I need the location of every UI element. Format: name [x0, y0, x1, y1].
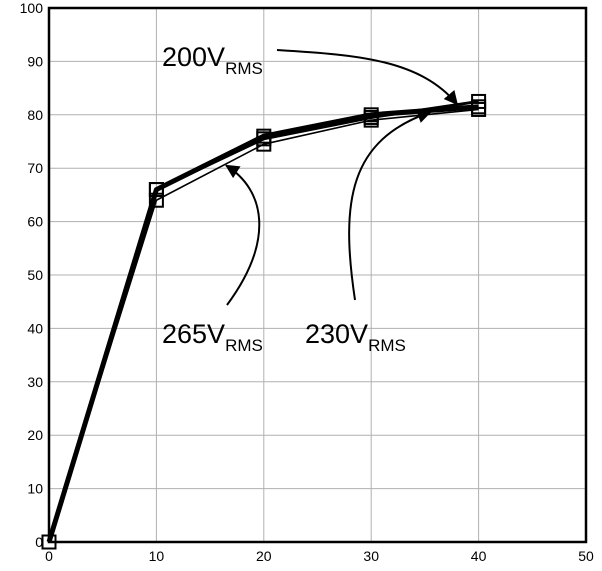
grid: [49, 8, 586, 542]
series-line-3: [48, 108, 479, 543]
x-tick-label: 30: [363, 548, 379, 564]
y-tick-label: 10: [27, 481, 43, 497]
x-tick-label: 20: [256, 548, 272, 564]
y-tick-label: 0: [35, 534, 43, 550]
annotation-voltage: 200V: [162, 42, 225, 72]
y-tick-label: 100: [20, 0, 44, 16]
annotation-arrow: [225, 164, 261, 306]
data-point-marker: [363, 112, 379, 128]
tick-labels: 0 10 20 30 40 50 0 10 20 30 40 50 60 70 80 90 100: [20, 0, 594, 564]
annotation-label-200v: 200VRMS: [162, 42, 263, 78]
plot-frame: [47, 6, 588, 544]
y-tick-label: 40: [27, 320, 43, 336]
y-tick-label: 20: [27, 427, 43, 443]
x-tick-label: 10: [149, 548, 165, 564]
y-tick-label: 30: [27, 374, 43, 390]
data-point-marker: [148, 182, 164, 198]
annotation-arrow: [348, 109, 432, 301]
y-tick-label: 50: [27, 267, 43, 283]
annotation-label-230v: 230VRMS: [305, 319, 406, 355]
y-tick-label: 90: [27, 53, 43, 69]
y-tick-label: 60: [27, 214, 43, 230]
series-line-2: [47, 99, 479, 543]
annotation-voltage: 265V: [162, 319, 225, 349]
x-tick-label: 40: [471, 548, 487, 564]
annotation-subscript: RMS: [368, 336, 406, 355]
series-lines: [46, 99, 479, 543]
annotation-label-265v: 265VRMS: [162, 319, 263, 355]
data-point-marker: [471, 93, 487, 109]
annotation-subscript: RMS: [225, 59, 263, 78]
data-point-marker: [148, 192, 164, 208]
data-point-marker: [471, 101, 487, 117]
annotation-subscript: RMS: [225, 336, 263, 355]
data-point-marker: [256, 136, 272, 152]
x-tick-label: 50: [578, 548, 594, 564]
y-tick-label: 70: [27, 160, 43, 176]
annotation-arrow: [276, 49, 459, 106]
x-tick-label: 0: [45, 548, 53, 564]
annotation-voltage: 230V: [305, 319, 368, 349]
y-tick-label: 80: [27, 107, 43, 123]
